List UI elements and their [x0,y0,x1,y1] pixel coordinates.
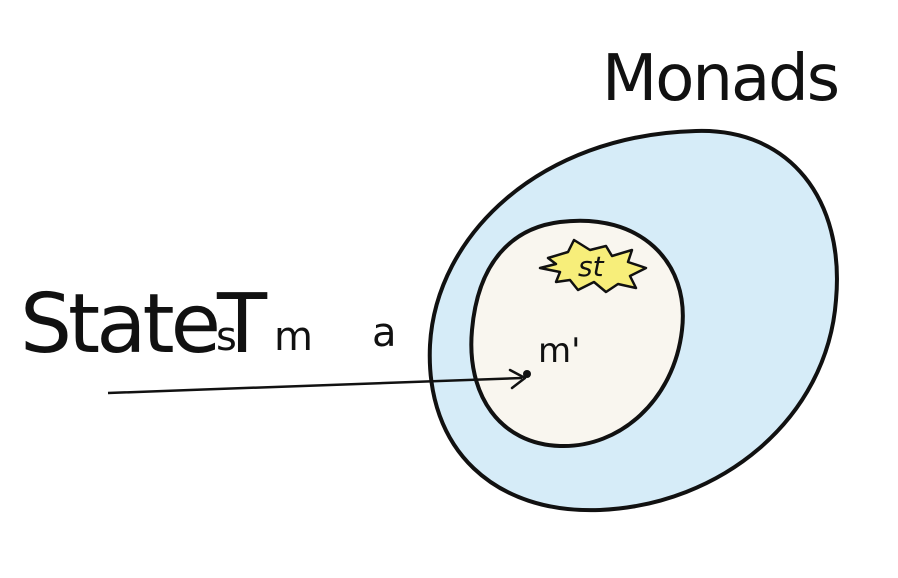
monads-title: Monads [602,42,838,116]
expression-arg-m: m [274,314,313,360]
expression-arg-a: a [372,310,397,356]
st-starburst [538,238,648,294]
arrow-line [107,376,523,395]
arrow-head [508,368,527,390]
st-label: st [578,250,605,283]
point-m-prime-label: m' [538,331,580,371]
expression-arg-s: s [216,314,237,360]
point-m-prime [523,370,531,378]
expression-constructor: StateT [20,277,268,372]
